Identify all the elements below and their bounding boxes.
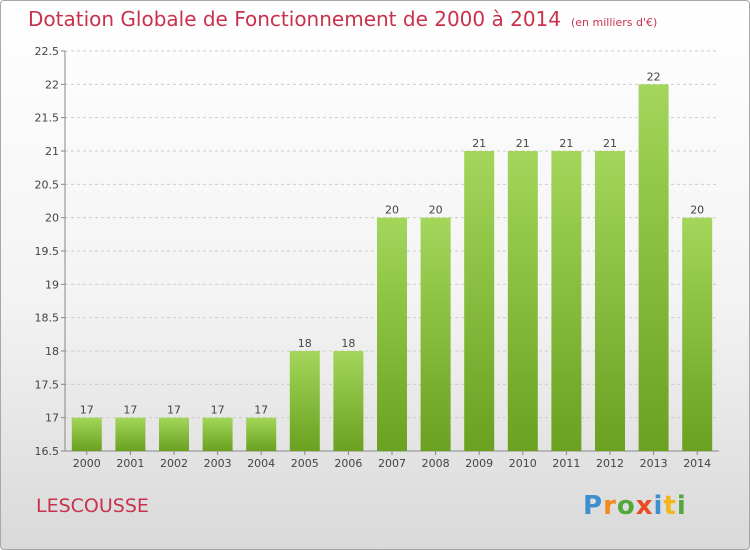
bar — [507, 151, 538, 451]
bar — [71, 417, 102, 451]
bar — [377, 217, 407, 451]
data-label: 17 — [123, 404, 137, 417]
data-label: 21 — [603, 137, 617, 150]
y-tick-label: 17 — [45, 412, 59, 425]
x-tick-label: 2000 — [73, 457, 101, 470]
x-tick-label: 2004 — [247, 457, 275, 470]
data-label: 21 — [472, 137, 486, 150]
x-tick-label: 2008 — [422, 457, 450, 470]
bar — [595, 151, 625, 451]
data-label: 17 — [254, 404, 268, 417]
bar — [682, 217, 713, 451]
y-tick-label: 19 — [45, 278, 59, 291]
proxiti-logo: Proxiti — [583, 491, 687, 521]
data-label: 17 — [167, 404, 181, 417]
x-tick-label: 2007 — [378, 457, 406, 470]
x-tick-label: 2002 — [160, 457, 188, 470]
x-tick-label: 2009 — [465, 457, 493, 470]
data-label: 20 — [385, 204, 399, 217]
bar — [115, 417, 146, 451]
bar — [289, 351, 320, 451]
data-label: 21 — [559, 137, 573, 150]
chart-title: Dotation Globale de Fonctionnement de 20… — [28, 7, 561, 31]
data-label: 17 — [211, 404, 225, 417]
x-tick-label: 2001 — [116, 457, 144, 470]
y-tick-label: 20.5 — [35, 178, 60, 191]
chart-title-block: Dotation Globale de Fonctionnement de 20… — [28, 7, 657, 31]
bar — [464, 151, 495, 451]
y-tick-label: 16.5 — [35, 445, 60, 458]
bar — [420, 217, 451, 451]
y-tick-label: 21.5 — [35, 112, 60, 125]
x-tick-label: 2012 — [596, 457, 624, 470]
unit-note: (en milliers d'€) — [571, 16, 658, 29]
x-tick-label: 2010 — [509, 457, 537, 470]
bar — [202, 417, 233, 451]
data-label: 20 — [690, 204, 704, 217]
bar — [246, 417, 277, 451]
entity-name: LESCOUSSE — [36, 495, 149, 517]
y-tick-label: 19.5 — [35, 245, 60, 258]
bar — [638, 84, 669, 451]
bar — [551, 151, 582, 451]
x-tick-label: 2006 — [334, 457, 362, 470]
y-tick-label: 17.5 — [35, 378, 60, 391]
y-tick-label: 22 — [45, 78, 59, 91]
bar — [333, 351, 364, 451]
y-tick-label: 18.5 — [35, 312, 60, 325]
y-tick-label: 21 — [45, 145, 59, 158]
x-tick-label: 2003 — [204, 457, 232, 470]
x-tick-label: 2005 — [291, 457, 319, 470]
y-tick-label: 22.5 — [35, 45, 60, 58]
data-label: 17 — [80, 404, 94, 417]
data-label: 22 — [647, 70, 661, 83]
data-label: 20 — [429, 204, 443, 217]
x-tick-label: 2014 — [683, 457, 711, 470]
data-label: 18 — [341, 337, 355, 350]
data-label: 21 — [516, 137, 530, 150]
x-tick-label: 2013 — [640, 457, 668, 470]
bar — [159, 417, 189, 451]
y-tick-label: 18 — [45, 345, 59, 358]
x-tick-label: 2011 — [552, 457, 580, 470]
data-label: 18 — [298, 337, 312, 350]
y-tick-label: 20 — [45, 212, 59, 225]
